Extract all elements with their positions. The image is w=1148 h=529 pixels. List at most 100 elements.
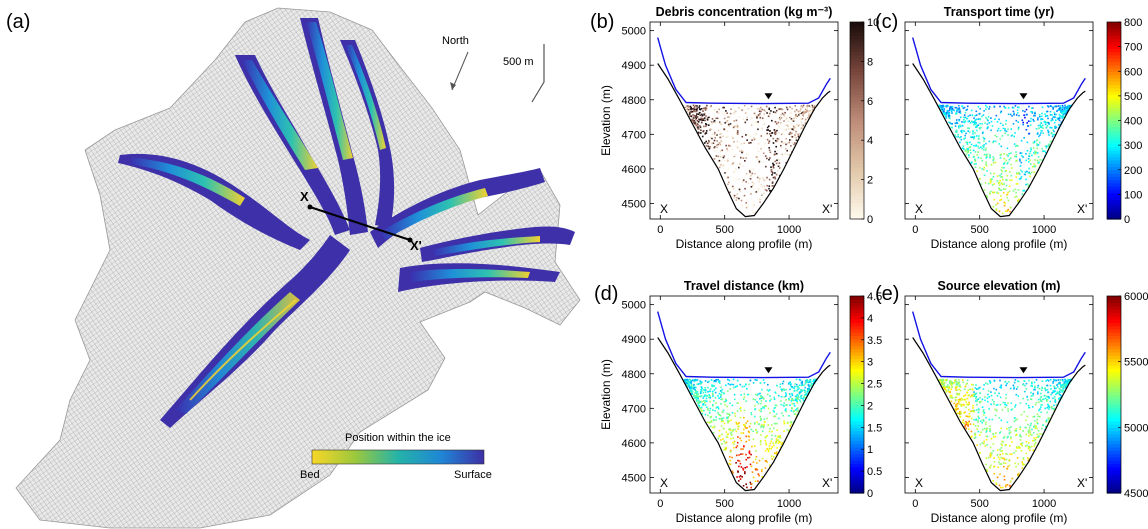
- colorbar-segment: [850, 77, 864, 82]
- data-point: [738, 425, 740, 428]
- profile-start-marker: [307, 204, 313, 210]
- data-point: [769, 442, 772, 445]
- data-point: [764, 405, 766, 407]
- data-point: [994, 414, 997, 417]
- data-point: [971, 114, 974, 116]
- data-point: [717, 129, 720, 132]
- data-point: [967, 150, 970, 152]
- data-point: [1065, 110, 1068, 113]
- panel-title: Source elevation (m): [938, 279, 1061, 293]
- data-point: [791, 407, 793, 409]
- data-point: [1030, 384, 1032, 387]
- data-point: [722, 409, 725, 412]
- data-point: [969, 146, 972, 148]
- data-point: [1034, 424, 1036, 427]
- data-point: [1064, 384, 1067, 386]
- data-point: [718, 108, 720, 111]
- data-point: [736, 476, 738, 478]
- data-point: [1052, 106, 1055, 109]
- data-point: [783, 422, 786, 425]
- data-point: [955, 406, 958, 409]
- colorbar-segment: [850, 368, 864, 373]
- data-point: [968, 412, 971, 415]
- data-point: [993, 400, 995, 403]
- colorbar-segment: [1107, 205, 1121, 210]
- data-point: [1041, 106, 1044, 108]
- data-point: [700, 406, 703, 409]
- data-point: [1054, 398, 1056, 401]
- data-point: [1021, 461, 1023, 463]
- y-tick-label: 4900: [622, 60, 646, 72]
- data-point: [731, 404, 734, 407]
- data-point: [700, 121, 703, 124]
- data-point: [977, 145, 979, 148]
- data-points: [683, 104, 818, 216]
- data-point: [693, 116, 695, 119]
- data-point: [978, 401, 981, 403]
- data-point: [1056, 110, 1058, 112]
- data-point: [773, 411, 775, 413]
- data-point: [993, 461, 996, 463]
- data-point: [782, 132, 784, 134]
- data-point: [806, 105, 808, 108]
- data-point: [697, 128, 700, 130]
- data-point: [757, 188, 760, 190]
- data-point: [695, 386, 697, 389]
- data-point: [726, 158, 729, 161]
- data-point: [1003, 161, 1006, 164]
- data-point: [1003, 105, 1005, 108]
- data-point: [941, 382, 943, 385]
- data-point: [951, 382, 954, 385]
- data-point: [1002, 441, 1005, 443]
- data-point: [774, 153, 776, 156]
- data-point: [1008, 426, 1010, 429]
- data-point: [801, 381, 803, 384]
- data-point: [1055, 392, 1058, 395]
- data-point: [974, 151, 977, 153]
- data-point: [772, 409, 775, 412]
- data-point: [801, 380, 803, 383]
- data-point: [995, 209, 998, 212]
- data-point: [1004, 485, 1007, 488]
- data-point: [759, 201, 761, 203]
- data-point: [723, 392, 725, 394]
- data-point: [693, 380, 696, 383]
- cross-section-panel-1: (b) Debris concentration (kg m⁻³)X X'0 500 1…: [590, 5, 879, 251]
- data-point: [738, 149, 741, 151]
- data-point: [698, 401, 700, 404]
- data-point: [1021, 119, 1024, 121]
- colorbar-segment: [1107, 87, 1121, 92]
- data-point: [1032, 392, 1034, 395]
- data-point: [717, 112, 720, 114]
- data-point: [699, 125, 701, 127]
- data-point: [987, 116, 990, 118]
- data-point: [762, 397, 765, 399]
- data-point: [788, 133, 791, 135]
- data-point: [958, 108, 961, 111]
- data-point: [806, 119, 808, 122]
- data-point: [955, 396, 958, 399]
- data-point: [995, 388, 998, 391]
- data-point: [1047, 405, 1050, 408]
- data-point: [789, 396, 792, 398]
- data-point: [975, 392, 978, 395]
- data-point: [769, 190, 771, 192]
- data-point: [1044, 407, 1046, 410]
- data-point: [950, 126, 953, 129]
- data-point: [1025, 440, 1028, 443]
- data-point: [1029, 159, 1031, 162]
- data-point: [737, 425, 739, 428]
- data-point: [983, 140, 985, 142]
- data-point: [757, 473, 760, 475]
- data-point: [759, 415, 762, 418]
- data-point: [779, 167, 781, 169]
- data-point: [717, 381, 720, 383]
- data-point: [729, 402, 731, 405]
- data-point: [1053, 390, 1055, 392]
- data-point: [692, 387, 695, 390]
- data-point: [1045, 384, 1048, 387]
- cross-section-panels: (b) Debris concentration (kg m⁻³)X X'0 500 1…: [590, 5, 1148, 525]
- data-point: [721, 388, 724, 391]
- colorbar-segment: [1107, 364, 1121, 369]
